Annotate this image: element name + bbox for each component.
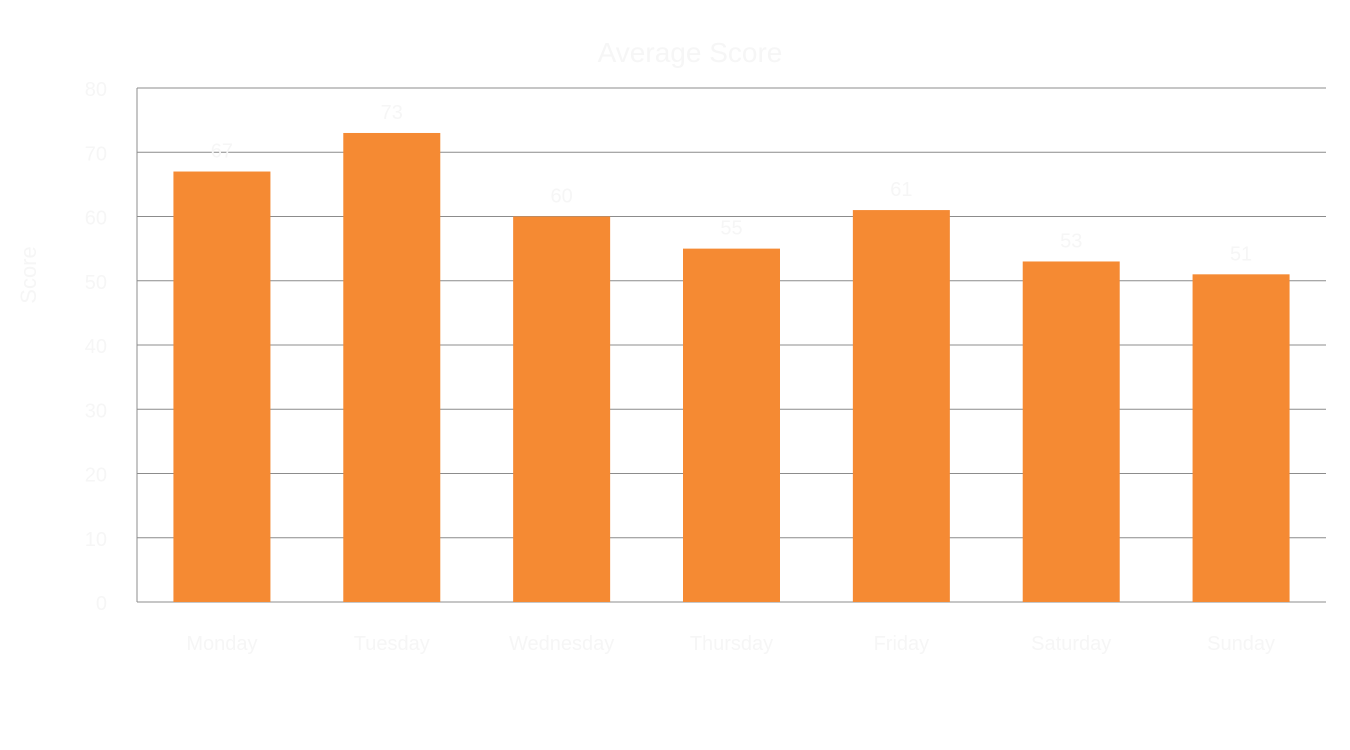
bar <box>683 248 780 602</box>
data-label: 73 <box>381 102 403 124</box>
y-tick-label: 40 <box>85 336 107 358</box>
data-label: 60 <box>551 186 573 208</box>
y-tick-label: 20 <box>85 465 107 487</box>
y-tick-label: 30 <box>85 400 107 422</box>
bar <box>1192 274 1290 602</box>
y-tick-label: 0 <box>96 593 107 615</box>
y-tick-label: 70 <box>85 143 107 165</box>
x-tick-label: Thursday <box>690 633 773 655</box>
x-tick-label: Wednesday <box>509 633 614 655</box>
x-tick-label: Saturday <box>1031 633 1111 655</box>
y-tick-label: 80 <box>85 79 107 101</box>
data-label: 55 <box>720 218 742 240</box>
bar <box>852 210 950 602</box>
y-tick-label: 10 <box>85 529 107 551</box>
bar <box>173 171 271 602</box>
x-tick-label: Tuesday <box>354 633 430 655</box>
bar <box>1022 261 1120 602</box>
x-tick-label: Friday <box>874 633 930 655</box>
y-axis-label: Score <box>16 246 41 303</box>
data-label: 53 <box>1060 230 1082 252</box>
y-tick-label: 50 <box>85 272 107 294</box>
x-tick-label: Monday <box>186 633 257 655</box>
bar <box>513 216 611 602</box>
data-label: 61 <box>890 179 912 201</box>
data-label: 51 <box>1230 243 1252 265</box>
bar <box>343 132 441 602</box>
data-label: 67 <box>211 141 233 163</box>
y-tick-label: 60 <box>85 208 107 230</box>
chart-title: Average Score <box>598 37 783 68</box>
x-tick-label: Sunday <box>1207 633 1275 655</box>
